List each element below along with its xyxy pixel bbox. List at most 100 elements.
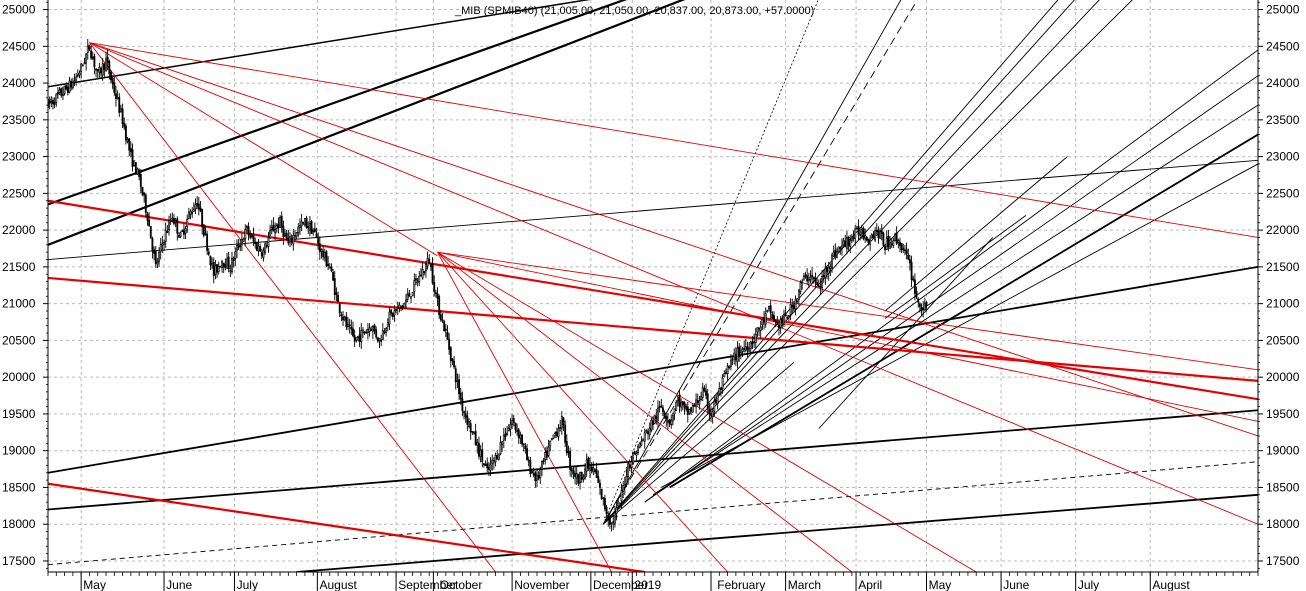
candle-body — [792, 305, 795, 310]
candle-body — [574, 473, 577, 477]
candle-body — [484, 463, 487, 467]
candle-body — [290, 237, 293, 243]
candle-body — [337, 294, 339, 302]
candle-body — [764, 313, 767, 325]
candle-body — [602, 497, 605, 500]
y-tick-label-left: 22000 — [2, 223, 36, 237]
candle-body — [736, 347, 739, 362]
candle-body — [494, 454, 497, 463]
candle-body — [875, 230, 878, 232]
candle-body — [250, 235, 253, 238]
candle-body — [620, 490, 623, 502]
candle-body — [880, 230, 883, 234]
candle-body — [149, 225, 152, 239]
candle-body — [315, 233, 318, 238]
red-trend-line — [89, 42, 438, 257]
candle-body — [161, 243, 164, 246]
candle-body — [539, 469, 542, 478]
candle-body — [753, 341, 756, 343]
candle-body — [791, 305, 794, 307]
candle-body — [501, 441, 504, 445]
candle-body — [822, 275, 825, 277]
candle-body — [376, 337, 379, 342]
candle-body — [181, 230, 184, 233]
candle-body — [658, 406, 661, 408]
candle-body — [284, 233, 286, 236]
red-trend-line — [437, 251, 612, 572]
candle-body — [650, 419, 653, 431]
red-trend-line — [437, 251, 853, 572]
candle-body — [688, 409, 691, 414]
candle-body — [529, 460, 532, 475]
candle-body — [434, 292, 437, 294]
candle-body — [219, 265, 222, 268]
candle-body — [52, 99, 54, 105]
candle-body — [774, 320, 777, 323]
candle-body — [320, 249, 323, 252]
candle-body — [685, 405, 688, 410]
candle-body — [683, 402, 686, 408]
candle-body — [343, 316, 346, 320]
candle-body — [416, 281, 419, 284]
candle-body — [787, 315, 790, 317]
x-tick-label: August — [1152, 578, 1190, 591]
candle-body — [904, 249, 906, 252]
candle-body — [126, 138, 129, 142]
candle-body — [214, 265, 217, 275]
candle-body — [217, 265, 220, 272]
y-tick-label-right: 23000 — [1266, 150, 1300, 164]
candle-body — [148, 219, 151, 227]
candle-body — [429, 263, 432, 267]
candle-body — [630, 461, 633, 468]
candle-body — [100, 67, 102, 74]
candle-body — [348, 324, 351, 327]
candle-body — [207, 251, 210, 255]
candle-body — [481, 449, 484, 462]
candle-body — [305, 217, 308, 228]
candle-body — [358, 334, 361, 343]
candle-body — [269, 229, 272, 239]
candle-body — [259, 246, 262, 252]
candle-body — [681, 401, 684, 406]
candle-body — [474, 431, 477, 445]
gridlines — [48, 0, 1258, 572]
candle-body — [476, 441, 479, 446]
candle-body — [338, 302, 341, 314]
candle-body — [708, 408, 711, 414]
candle-body — [811, 274, 814, 278]
candle-body — [110, 71, 112, 81]
y-tick-label-right: 23500 — [1266, 113, 1300, 127]
candle-body — [229, 270, 232, 273]
candle-body — [184, 228, 187, 234]
candle-body — [345, 316, 348, 328]
candle-body — [895, 232, 898, 244]
candle-body — [211, 262, 214, 266]
candle-body — [826, 266, 828, 273]
black-trend-line — [296, 493, 1258, 572]
candle-body — [365, 331, 368, 334]
candle-body — [829, 266, 832, 269]
candle-body — [897, 240, 900, 243]
candle-body — [519, 434, 522, 439]
black-trend-line — [48, 409, 1258, 511]
y-tick-label-right: 17500 — [1266, 554, 1300, 568]
candle-body — [91, 56, 94, 59]
candle-body — [849, 239, 852, 247]
black-trend-line — [818, 237, 994, 429]
candle-body — [433, 282, 436, 292]
candle-body — [63, 85, 66, 94]
candle-body — [514, 422, 517, 430]
candle-body — [526, 448, 528, 461]
candle-body — [342, 316, 344, 321]
candle-body — [187, 212, 190, 219]
black-trend-line — [602, 362, 795, 525]
candle-body — [625, 476, 628, 484]
candle-body — [837, 246, 840, 252]
candle-body — [819, 286, 822, 288]
candle-body — [918, 303, 921, 307]
candle-body — [241, 238, 243, 245]
candle-body — [925, 301, 928, 307]
candle-body — [627, 463, 630, 477]
candle-body — [113, 82, 116, 93]
